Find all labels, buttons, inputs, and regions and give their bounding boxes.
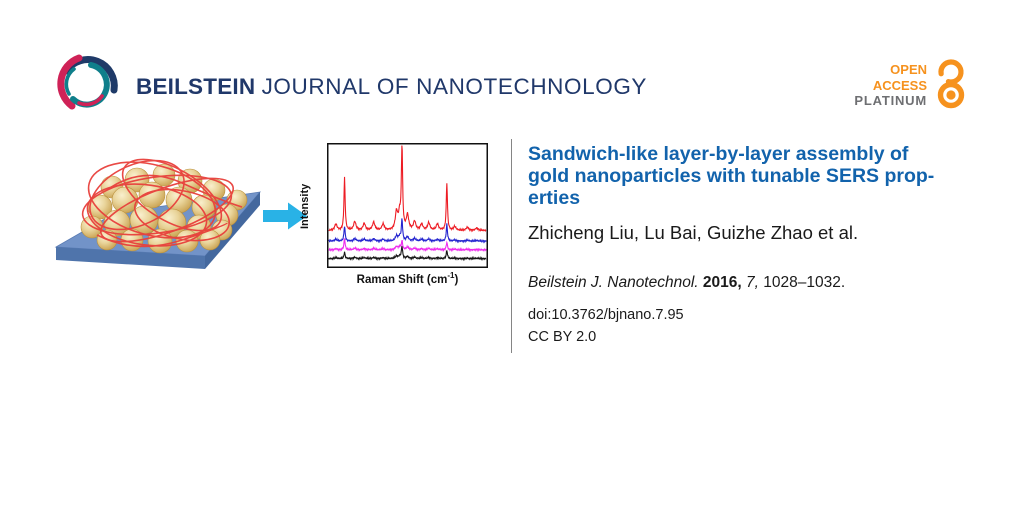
citation-pages: 1028–1032.: [763, 274, 846, 291]
doi-link[interactable]: doi:10.3762/bjnano.7.95: [528, 307, 684, 323]
open-access-labels: OPEN ACCESS PLATINUM: [854, 62, 927, 109]
citation-year: 2016,: [702, 274, 742, 291]
journal-name: BEILSTEIN JOURNAL OF NANOTECHNOLOGY: [136, 74, 647, 100]
journal-name-rest: JOURNAL OF NANOTECHNOLOGY: [261, 74, 648, 99]
x-axis-label-main: Raman Shift (cm: [356, 273, 448, 286]
article-title-line-2: gold nanoparticles with tunable SERS pro…: [528, 165, 935, 187]
article-title-line-1: Sandwich-like layer-by-layer assembly of: [528, 143, 909, 165]
journal-name-beilstein: BEILSTEIN: [136, 74, 256, 99]
citation-volume: 7,: [746, 274, 759, 291]
beilstein-logo-swirl-icon: [57, 54, 118, 110]
trace-spectrum-black: [328, 246, 487, 262]
license-label: CC BY 2.0: [528, 329, 597, 345]
x-axis-label-sup: -1: [447, 271, 455, 280]
article-title: Sandwich-like layer-by-layer assembly of…: [528, 143, 1008, 209]
trace-spectrum-magenta: [328, 238, 487, 253]
x-axis-label-close: ): [454, 273, 459, 286]
spectra-traces: [328, 145, 487, 262]
open-access-label-platinum: PLATINUM: [854, 93, 927, 108]
trace-spectrum-red: [328, 145, 487, 233]
open-access-badge: OPEN ACCESS PLATINUM: [854, 58, 972, 112]
y-axis-label: Intensity: [299, 183, 311, 229]
trace-spectrum-blue: [328, 218, 487, 244]
article-title-line-3: erties: [528, 187, 581, 209]
open-access-lock-icon: [937, 59, 965, 109]
article-citation: Beilstein J. Nanotechnol. 2016, 7, 1028–…: [528, 274, 845, 292]
article-authors: Zhicheng Liu, Lu Bai, Guizhe Zhao et al.: [528, 222, 859, 243]
gold-nanoparticles-illustration: [54, 158, 261, 269]
process-arrow-icon: [263, 202, 307, 230]
raman-spectra-plot: [327, 143, 488, 268]
vertical-divider: [511, 139, 512, 353]
polymer-strands: [81, 158, 243, 248]
open-access-label-access: ACCESS: [872, 77, 927, 93]
x-axis-label: Raman Shift (cm-1): [327, 271, 488, 286]
citation-journal: Beilstein J. Nanotechnol.: [528, 274, 699, 291]
open-access-label-open: OPEN: [890, 62, 927, 77]
